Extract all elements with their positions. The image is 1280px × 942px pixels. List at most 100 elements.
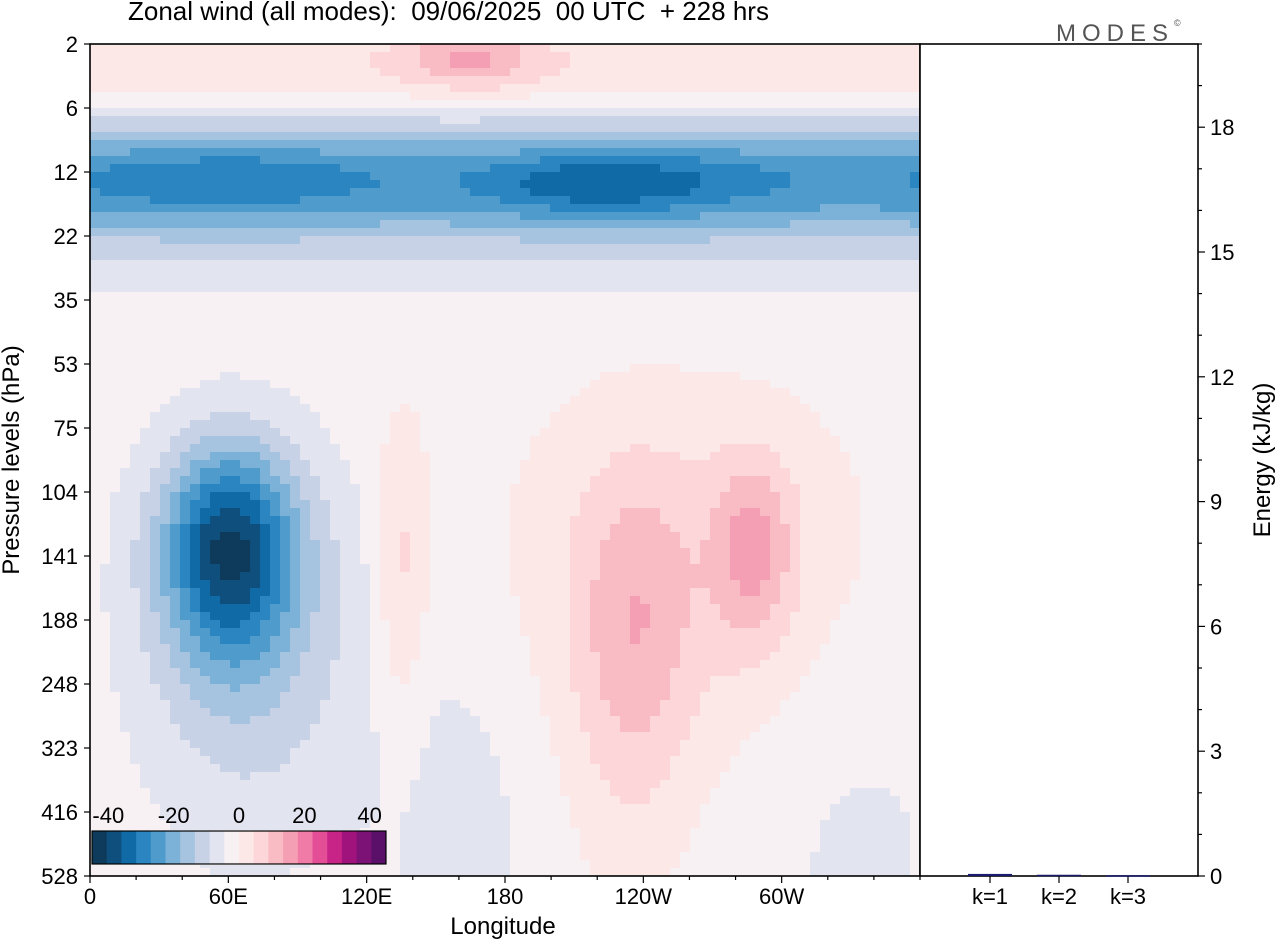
field-cell	[260, 236, 271, 245]
field-cell	[130, 196, 141, 205]
field-cell	[460, 308, 471, 317]
field-cell	[890, 420, 901, 429]
field-cell	[880, 188, 891, 197]
field-cell	[130, 484, 141, 493]
field-cell	[380, 300, 391, 309]
field-cell	[150, 516, 161, 525]
field-cell	[860, 460, 871, 469]
field-cell	[90, 484, 101, 493]
field-cell	[210, 52, 221, 61]
field-cell	[150, 116, 161, 125]
field-cell	[630, 44, 641, 53]
field-cell	[530, 92, 541, 101]
field-cell	[880, 516, 891, 525]
field-cell	[690, 356, 701, 365]
field-cell	[670, 428, 681, 437]
field-cell	[110, 468, 121, 477]
field-cell	[530, 428, 541, 437]
field-cell	[620, 340, 631, 349]
field-cell	[580, 148, 591, 157]
field-cell	[110, 92, 121, 101]
field-cell	[820, 172, 831, 181]
field-cell	[750, 188, 761, 197]
field-cell	[840, 404, 851, 413]
field-cell	[220, 380, 231, 389]
field-cell	[210, 300, 221, 309]
field-cell	[190, 508, 201, 517]
field-cell	[410, 484, 421, 493]
field-cell	[760, 508, 771, 517]
field-cell	[670, 356, 681, 365]
field-cell	[620, 180, 631, 189]
field-cell	[190, 52, 201, 61]
field-cell	[410, 340, 421, 349]
field-cell	[130, 244, 141, 253]
field-cell	[590, 276, 601, 285]
field-cell	[410, 100, 421, 109]
field-cell	[680, 444, 691, 453]
field-cell	[230, 188, 241, 197]
field-cell	[820, 292, 831, 301]
field-cell	[380, 412, 391, 421]
field-cell	[690, 252, 701, 261]
field-cell	[680, 404, 691, 413]
field-cell	[760, 324, 771, 333]
field-cell	[130, 300, 141, 309]
field-cell	[370, 396, 381, 405]
field-cell	[470, 100, 481, 109]
field-cell	[780, 172, 791, 181]
field-cell	[170, 492, 181, 501]
field-cell	[370, 180, 381, 189]
field-cell	[830, 244, 841, 253]
field-cell	[430, 308, 441, 317]
field-cell	[180, 356, 191, 365]
field-cell	[800, 348, 811, 357]
field-cell	[900, 316, 911, 325]
field-cell	[450, 268, 461, 277]
field-cell	[650, 44, 661, 53]
field-cell	[560, 260, 571, 269]
field-cell	[890, 332, 901, 341]
field-cell	[890, 188, 901, 197]
field-cell	[700, 204, 711, 213]
field-cell	[90, 380, 101, 389]
field-cell	[820, 60, 831, 69]
field-cell	[610, 164, 621, 173]
field-cell	[370, 356, 381, 365]
field-cell	[390, 180, 401, 189]
field-cell	[180, 76, 191, 85]
field-cell	[160, 300, 171, 309]
field-cell	[500, 84, 511, 93]
field-cell	[470, 188, 481, 197]
field-cell	[450, 228, 461, 237]
field-cell	[430, 124, 441, 133]
field-cell	[250, 484, 261, 493]
field-cell	[350, 44, 361, 53]
field-cell	[280, 124, 291, 133]
field-cell	[440, 204, 451, 213]
field-cell	[640, 172, 651, 181]
field-cell	[720, 108, 731, 117]
field-cell	[90, 76, 101, 85]
field-cell	[290, 60, 301, 69]
field-cell	[360, 380, 371, 389]
field-cell	[170, 468, 181, 477]
field-cell	[850, 100, 861, 109]
field-cell	[460, 436, 471, 445]
field-cell	[380, 140, 391, 149]
field-cell	[490, 348, 501, 357]
field-cell	[830, 164, 841, 173]
field-cell	[380, 180, 391, 189]
field-cell	[120, 108, 131, 117]
field-cell	[550, 348, 561, 357]
field-cell	[130, 524, 141, 533]
field-cell	[870, 268, 881, 277]
field-cell	[230, 300, 241, 309]
field-cell	[310, 436, 321, 445]
field-cell	[170, 148, 181, 157]
field-cell	[600, 300, 611, 309]
field-cell	[270, 140, 281, 149]
field-cell	[640, 396, 651, 405]
field-cell	[700, 420, 711, 429]
field-cell	[150, 196, 161, 205]
